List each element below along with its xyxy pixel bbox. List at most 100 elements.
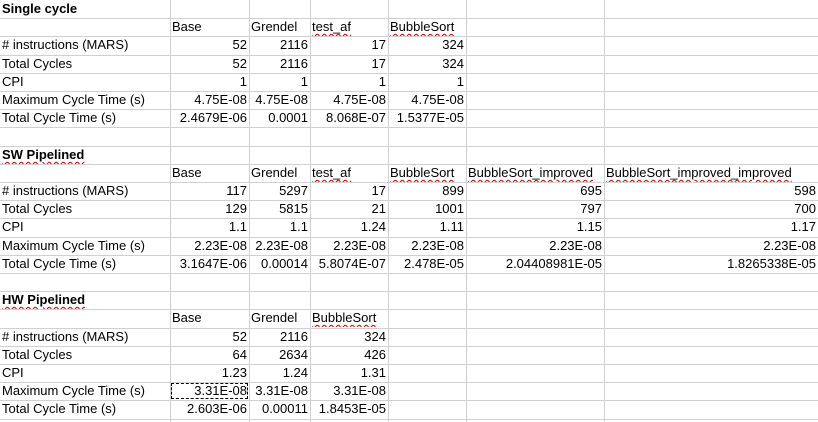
selected-cell[interactable]: 3.31E-08 (170, 382, 249, 400)
row-label[interactable]: # instructions (MARS) (2, 329, 129, 344)
data-cell[interactable]: 5297 (279, 183, 308, 198)
row-gridline (0, 273, 818, 274)
data-cell[interactable]: 1.11 (439, 219, 464, 234)
data-cell[interactable]: 1.17 (790, 219, 816, 234)
data-cell[interactable]: 4.75E-08 (333, 92, 386, 107)
data-cell[interactable]: 2.23E-08 (411, 238, 464, 253)
data-cell[interactable]: 2.23E-08 (549, 238, 602, 253)
data-cell[interactable]: 695 (580, 183, 602, 198)
section-title[interactable]: Single cycle (2, 1, 78, 16)
data-cell[interactable]: 426 (364, 347, 386, 362)
row-label[interactable]: Total Cycles (2, 347, 73, 362)
row-label[interactable]: CPI (2, 74, 24, 89)
data-cell[interactable]: 2.04408981E-05 (505, 256, 602, 271)
row-label[interactable]: # instructions (MARS) (2, 37, 129, 52)
row-label[interactable]: Total Cycle Time (s) (2, 401, 117, 416)
data-cell[interactable]: 52 (232, 329, 247, 344)
column-header[interactable]: BubbleSort (390, 165, 455, 180)
data-cell[interactable]: 52 (232, 56, 247, 71)
data-cell[interactable]: 52 (232, 37, 247, 52)
column-header[interactable]: BubbleSort (390, 19, 455, 34)
data-cell[interactable]: 1 (300, 74, 308, 89)
data-cell[interactable]: 797 (580, 201, 602, 216)
data-cell[interactable]: 0.0001 (268, 110, 308, 125)
data-cell[interactable]: 3.1647E-06 (179, 256, 247, 271)
data-cell[interactable]: 324 (364, 329, 386, 344)
data-cell[interactable]: 2116 (280, 56, 308, 71)
column-header[interactable]: Grendel (251, 310, 298, 325)
data-cell[interactable]: 129 (225, 201, 247, 216)
section-title[interactable]: HW Pipelined (2, 292, 86, 307)
column-header[interactable]: test_af (312, 19, 352, 34)
section-title[interactable]: SW Pipelined (2, 147, 85, 162)
data-cell[interactable]: 3.31E-08 (255, 383, 308, 398)
data-cell[interactable]: 0.00011 (261, 401, 308, 416)
row-label[interactable]: CPI (2, 365, 24, 380)
data-cell[interactable]: 2.478E-05 (404, 256, 464, 271)
column-header[interactable]: BubbleSort_improved (468, 165, 594, 180)
data-cell[interactable]: 1.8265338E-05 (727, 256, 816, 271)
data-cell[interactable]: 2.23E-08 (333, 238, 386, 253)
data-cell[interactable]: 2.23E-08 (194, 238, 247, 253)
data-cell[interactable]: 1 (456, 74, 464, 89)
data-cell[interactable]: 899 (442, 183, 464, 198)
data-cell[interactable]: 64 (232, 347, 247, 362)
row-label[interactable]: # instructions (MARS) (2, 183, 129, 198)
data-cell[interactable]: 1.5377E-05 (396, 110, 464, 125)
data-cell[interactable]: 8.068E-07 (326, 110, 386, 125)
data-cell[interactable]: 3.31E-08 (333, 383, 386, 398)
data-cell[interactable]: 2116 (280, 329, 308, 344)
row-gridline (0, 237, 818, 238)
column-header[interactable]: Base (172, 310, 202, 325)
row-label[interactable]: CPI (2, 219, 24, 234)
data-cell[interactable]: 1.31 (360, 365, 386, 380)
data-cell[interactable]: 1.15 (576, 219, 602, 234)
data-cell[interactable]: 2.603E-06 (187, 401, 247, 416)
data-cell[interactable]: 1001 (435, 201, 464, 216)
data-cell[interactable]: 2.23E-08 (255, 238, 308, 253)
data-cell[interactable]: 1.8453E-05 (318, 401, 386, 416)
data-cell[interactable]: 5815 (279, 201, 308, 216)
data-cell[interactable]: 4.75E-08 (411, 92, 464, 107)
data-cell[interactable]: 4.75E-08 (255, 92, 308, 107)
data-cell[interactable]: 2634 (279, 347, 308, 362)
data-cell[interactable]: 5.8074E-07 (318, 256, 386, 271)
data-cell[interactable]: 598 (794, 183, 816, 198)
column-header[interactable]: Base (172, 19, 202, 34)
row-label[interactable]: Maximum Cycle Time (s) (2, 238, 146, 253)
column-header[interactable]: Base (172, 165, 202, 180)
data-cell[interactable]: 17 (371, 183, 386, 198)
data-cell[interactable]: 0.00014 (261, 256, 308, 271)
column-gridline (466, 0, 467, 422)
data-cell[interactable]: 1.24 (282, 365, 308, 380)
data-cell[interactable]: 324 (442, 37, 464, 52)
data-cell[interactable]: 2.4679E-06 (179, 110, 247, 125)
data-cell[interactable]: 1.1 (289, 219, 308, 234)
data-cell[interactable]: 1.24 (360, 219, 386, 234)
data-cell[interactable]: 1.23 (221, 365, 247, 380)
data-cell[interactable]: 2.23E-08 (763, 238, 816, 253)
column-header[interactable]: BubbleSort (312, 310, 377, 325)
data-cell[interactable]: 1 (239, 74, 247, 89)
row-label[interactable]: Total Cycle Time (s) (2, 256, 117, 271)
data-cell[interactable]: 1 (378, 74, 386, 89)
row-label[interactable]: Maximum Cycle Time (s) (2, 383, 146, 398)
row-label[interactable]: Total Cycle Time (s) (2, 110, 117, 125)
data-cell[interactable]: 1.1 (228, 219, 247, 234)
data-cell[interactable]: 17 (371, 37, 386, 52)
row-label[interactable]: Total Cycles (2, 56, 73, 71)
column-header[interactable]: Grendel (251, 165, 298, 180)
data-cell[interactable]: 117 (226, 183, 247, 198)
data-cell[interactable]: 17 (371, 56, 386, 71)
column-header[interactable]: test_af (312, 165, 352, 180)
row-label[interactable]: Total Cycles (2, 201, 73, 216)
data-cell[interactable]: 4.75E-08 (194, 92, 247, 107)
column-header[interactable]: Grendel (251, 19, 298, 34)
row-label[interactable]: Maximum Cycle Time (s) (2, 92, 146, 107)
column-header[interactable]: BubbleSort_improved_improved (606, 165, 792, 180)
data-cell[interactable]: 324 (442, 56, 464, 71)
data-cell[interactable]: 700 (794, 201, 816, 216)
data-cell[interactable]: 21 (371, 201, 386, 216)
data-cell[interactable]: 2116 (280, 37, 308, 52)
